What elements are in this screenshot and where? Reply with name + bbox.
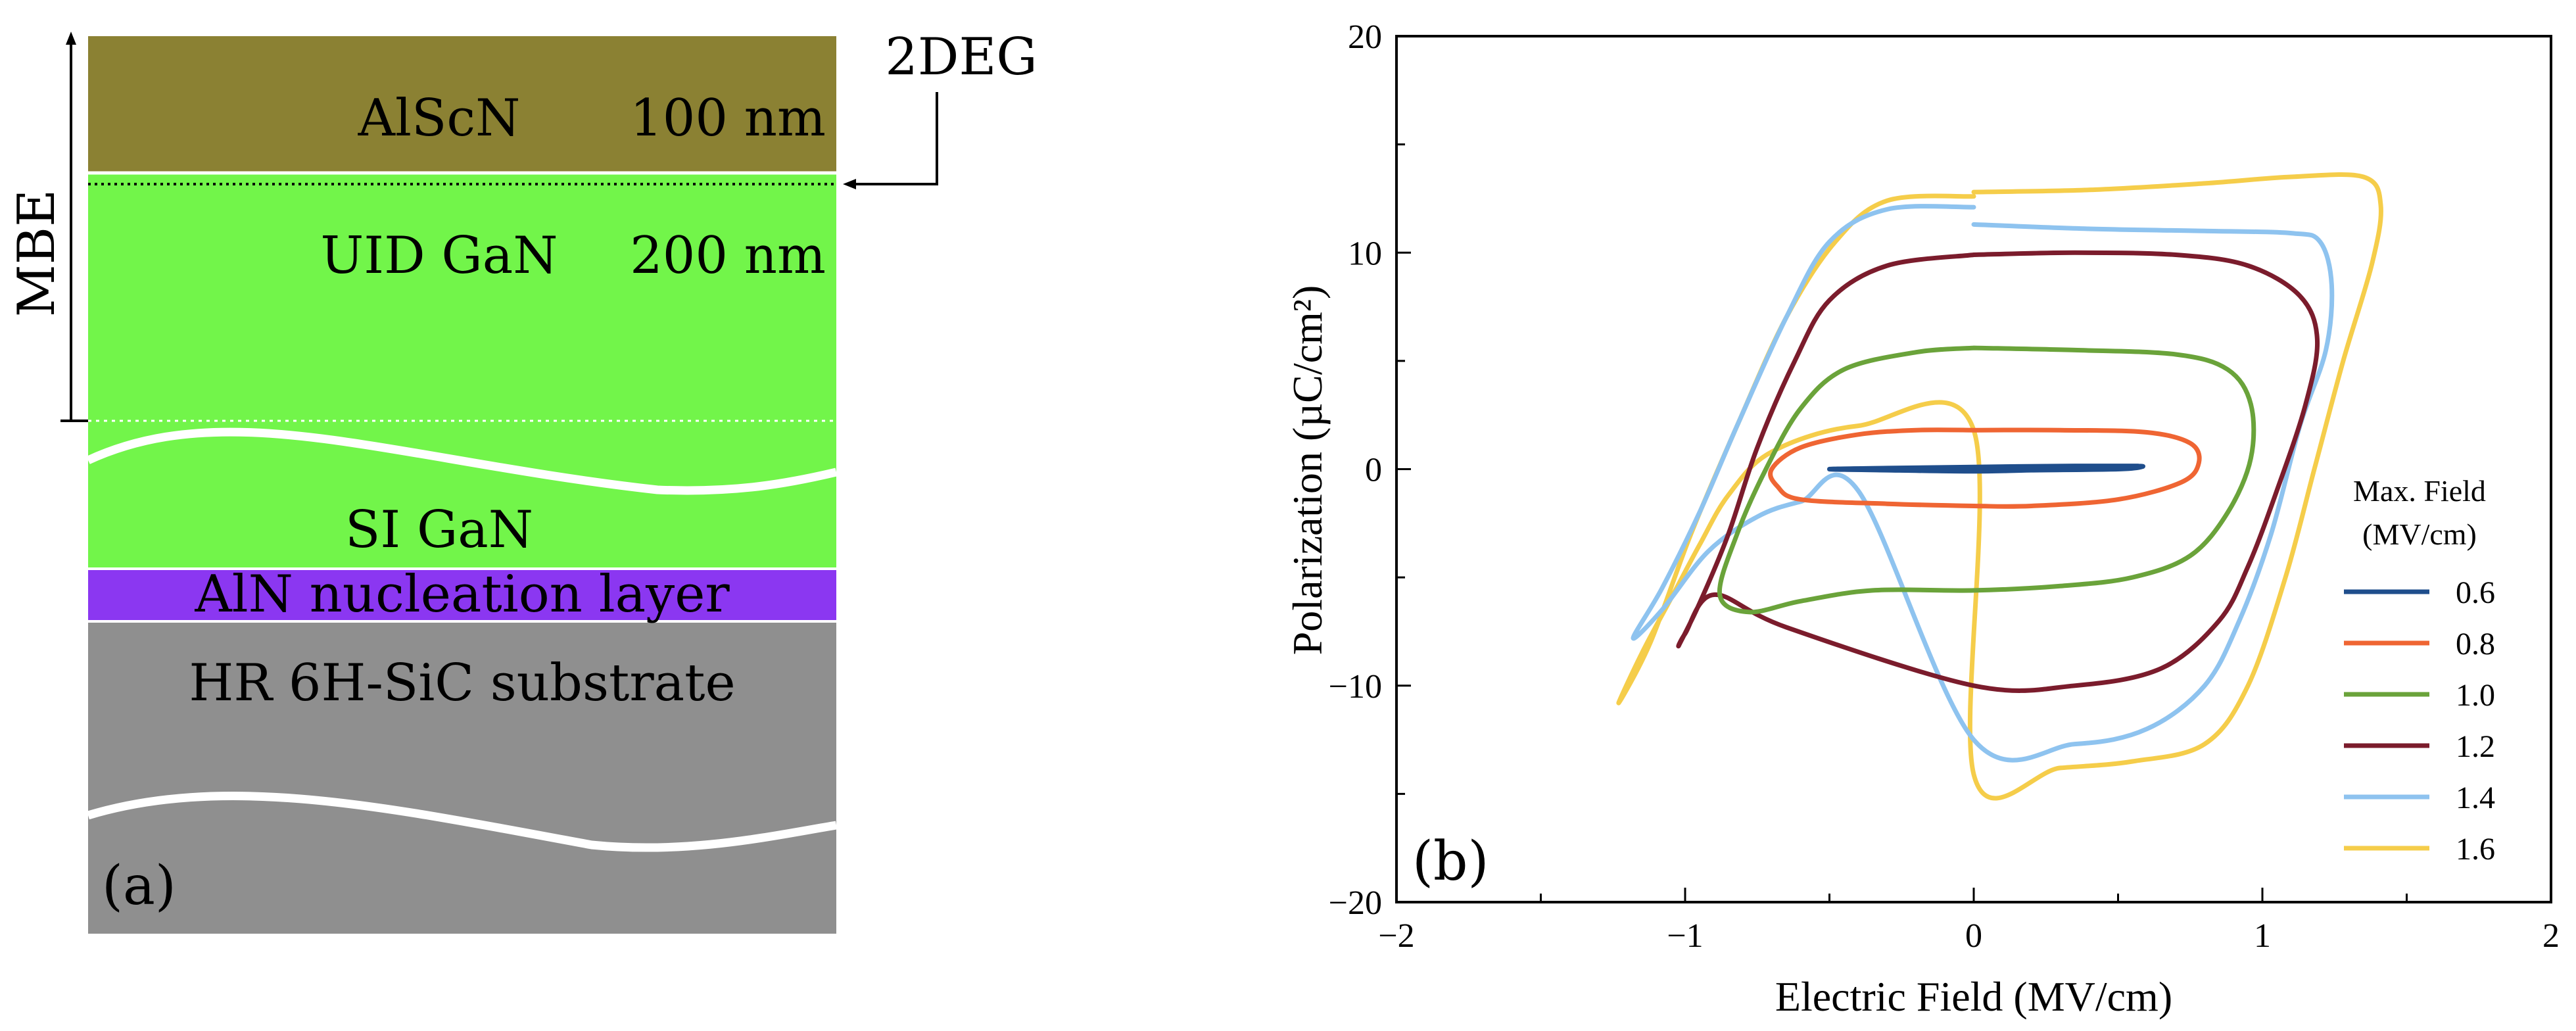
panel-a-label: (a) — [102, 855, 176, 917]
aln-name: AlN nucleation layer — [194, 565, 730, 624]
mbe-label: MBE — [7, 189, 66, 317]
legend-label-1.4: 1.4 — [2456, 780, 2495, 815]
series-line-0.8 — [1768, 427, 2202, 509]
x-tick-label: 2 — [2542, 917, 2560, 955]
alscn-thickness: 100 nm — [630, 89, 826, 148]
legend-label-0.6: 0.6 — [2456, 575, 2495, 610]
twodeg-label: 2DEG — [885, 28, 1037, 87]
legend-label-1.0: 1.0 — [2456, 678, 2495, 713]
uid-gan-thickness: 200 nm — [630, 226, 826, 285]
wavy-break-sic — [87, 792, 838, 852]
y-tick-label: 0 — [1365, 452, 1382, 489]
legend: Max. Field (MV/cm) 0.6 0.8 1.0 1.2 1.4 1.6 — [2344, 474, 2495, 867]
legend-label-1.6: 1.6 — [2456, 832, 2495, 867]
sic-substrate-layer — [88, 621, 836, 934]
legend-title-line1: Max. Field — [2353, 474, 2486, 508]
alscn-name: AlScN — [358, 89, 521, 148]
x-tick-label: −2 — [1378, 917, 1414, 955]
wavy-break-gan — [86, 427, 838, 495]
legend-label-0.8: 0.8 — [2456, 627, 2495, 661]
series-line-1.2 — [1676, 250, 2320, 693]
sic-name: HR 6H-SiC substrate — [189, 654, 735, 713]
si-gan-name: SI GaN — [345, 500, 533, 560]
series-line-1.6 — [1616, 172, 2383, 801]
x-axis-label: Electric Field (MV/cm) — [1775, 973, 2172, 1020]
x-tick-label: 0 — [1965, 917, 1982, 955]
legend-label-1.2: 1.2 — [2456, 729, 2495, 764]
x-tick-label: 1 — [2254, 917, 2271, 955]
aln-nucleation-layer — [88, 569, 836, 621]
x-tick-label: −1 — [1667, 917, 1703, 955]
y-tick-label: 10 — [1348, 235, 1382, 272]
series-line-1.4 — [1631, 204, 2335, 763]
y-tick-label: 20 — [1348, 18, 1382, 56]
panel-a-layer-stack: AlScN 100 nm UID GaN 200 nm SI GaN AlN n… — [7, 28, 1038, 934]
uid-gan-name: UID GaN — [321, 226, 558, 285]
legend-title-line2: (MV/cm) — [2362, 517, 2477, 551]
alscn-layer — [88, 36, 836, 173]
y-tick-label: −20 — [1329, 884, 1382, 922]
twodeg-arrow — [843, 92, 938, 189]
y-axis-label: Polarization (µC/cm²) — [1284, 285, 1331, 656]
series-line-0.6 — [1827, 463, 2145, 474]
y-tick-label: −10 — [1329, 668, 1382, 706]
gan-layer — [88, 173, 836, 569]
series-line-1.0 — [1717, 345, 2256, 615]
panel-b-label: (b) — [1412, 830, 1489, 893]
